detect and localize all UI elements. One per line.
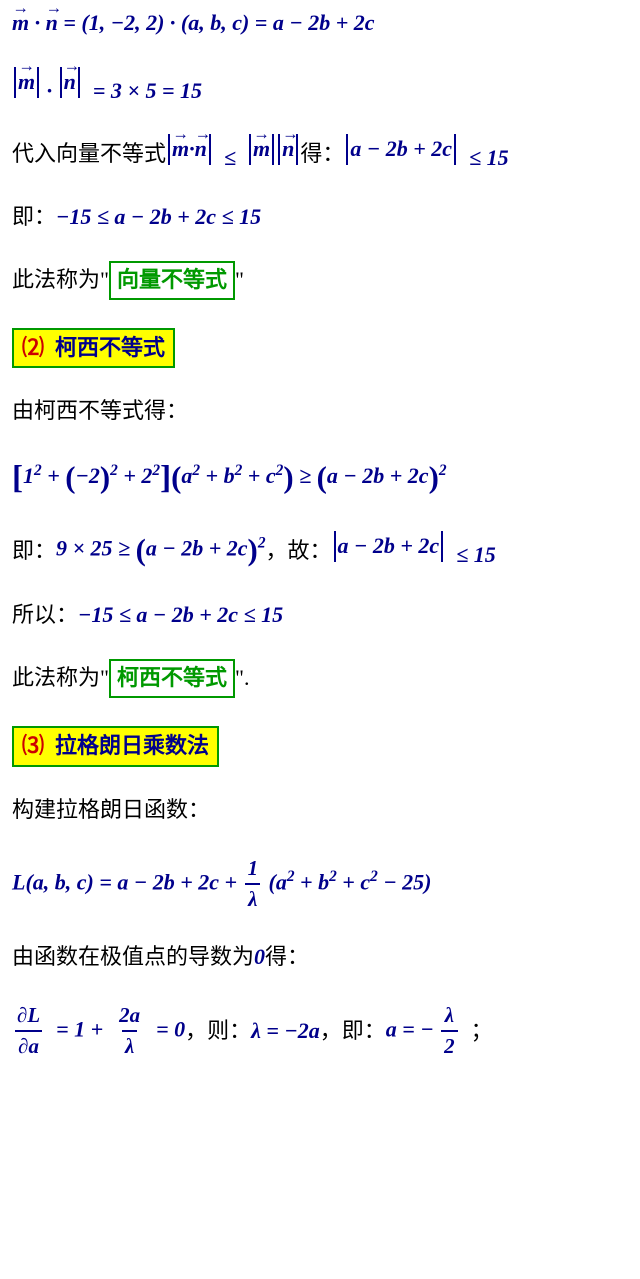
- text: 此法称为": [12, 663, 109, 694]
- text: 即：: [12, 202, 56, 233]
- text: 此法称为": [12, 265, 109, 296]
- math-expr: λ = −2a: [251, 1016, 320, 1047]
- section-box-lagrange: ⑶ 拉格朗日乘数法: [12, 726, 219, 767]
- eq-line-10: 此法称为" 柯西不等式 ".: [12, 659, 628, 698]
- math-expr: m · n = (1, −2, 2) · (a, b, c) = a − 2b …: [12, 8, 375, 39]
- text: ".: [235, 663, 249, 694]
- text: 构建拉格朗日函数：: [12, 795, 210, 826]
- eq-line-7: [12 + (−2)2 + 22](a2 + b2 + c2) ≥ (a − 2…: [12, 455, 628, 501]
- heading-3: ⑶ 拉格朗日乘数法: [12, 726, 628, 767]
- text: 所以：: [12, 600, 78, 631]
- math-expr: 9 × 25 ≥ (a − 2b + 2c)2: [56, 529, 266, 572]
- eq-line-14: ∂L ∂a = 1 + 2a λ = 0 ，则： λ = −2a ，即： a =…: [12, 1001, 628, 1062]
- text: 由函数在极值点的导数为: [12, 942, 254, 973]
- math-expr: ∂L ∂a = 1 + 2a λ = 0: [12, 1001, 185, 1062]
- section-box-cauchy: ⑵ 柯西不等式: [12, 328, 175, 369]
- text: ，故：: [266, 536, 332, 567]
- eq-line-11: 构建拉格朗日函数：: [12, 795, 628, 826]
- math-expr: L(a, b, c) = a − 2b + 2c + 1 λ (a2 + b2 …: [12, 854, 431, 915]
- math-expr: a − 2b + 2c ≤ 15: [332, 531, 496, 571]
- eq-line-9: 所以： −15 ≤ a − 2b + 2c ≤ 15: [12, 600, 628, 631]
- math-expr: −15 ≤ a − 2b + 2c ≤ 15: [56, 202, 261, 233]
- text: 由柯西不等式得：: [12, 396, 188, 427]
- text: ，即：: [320, 1016, 386, 1047]
- eq-line-13: 由函数在极值点的导数为 0 得：: [12, 942, 628, 973]
- math-expr: m · n ≤ mn: [166, 134, 300, 174]
- math-expr: a − 2b + 2c ≤ 15: [344, 134, 508, 174]
- eq-line-5: 此法称为" 向量不等式 ": [12, 261, 628, 300]
- text: 代入向量不等式: [12, 139, 166, 170]
- math-expr: a = − λ 2: [386, 1001, 460, 1062]
- math-expr: 0: [254, 942, 265, 973]
- heading-2: ⑵ 柯西不等式: [12, 328, 628, 369]
- eq-line-4: 即： −15 ≤ a − 2b + 2c ≤ 15: [12, 202, 628, 233]
- text: ": [235, 265, 244, 296]
- math-expr: [12 + (−2)2 + 22](a2 + b2 + c2) ≥ (a − 2…: [12, 455, 447, 501]
- eq-line-3: 代入向量不等式 m · n ≤ mn 得： a − 2b + 2c ≤ 15: [12, 134, 628, 174]
- eq-line-2: m · n = 3 × 5 = 15: [12, 67, 628, 107]
- eq-line-6: 由柯西不等式得：: [12, 396, 628, 427]
- text: ，则：: [185, 1016, 251, 1047]
- text: 即：: [12, 536, 56, 567]
- text: 得：: [265, 942, 309, 973]
- eq-line-1: m · n = (1, −2, 2) · (a, b, c) = a − 2b …: [12, 8, 628, 39]
- math-expr: m · n = 3 × 5 = 15: [12, 67, 202, 107]
- text: ；: [471, 1016, 493, 1047]
- text: 得：: [300, 139, 344, 170]
- method-box-vector: 向量不等式: [109, 261, 235, 300]
- eq-line-12: L(a, b, c) = a − 2b + 2c + 1 λ (a2 + b2 …: [12, 854, 628, 915]
- eq-line-8: 即： 9 × 25 ≥ (a − 2b + 2c)2 ，故： a − 2b + …: [12, 529, 628, 572]
- math-expr: −15 ≤ a − 2b + 2c ≤ 15: [78, 600, 283, 631]
- method-box-cauchy: 柯西不等式: [109, 659, 235, 698]
